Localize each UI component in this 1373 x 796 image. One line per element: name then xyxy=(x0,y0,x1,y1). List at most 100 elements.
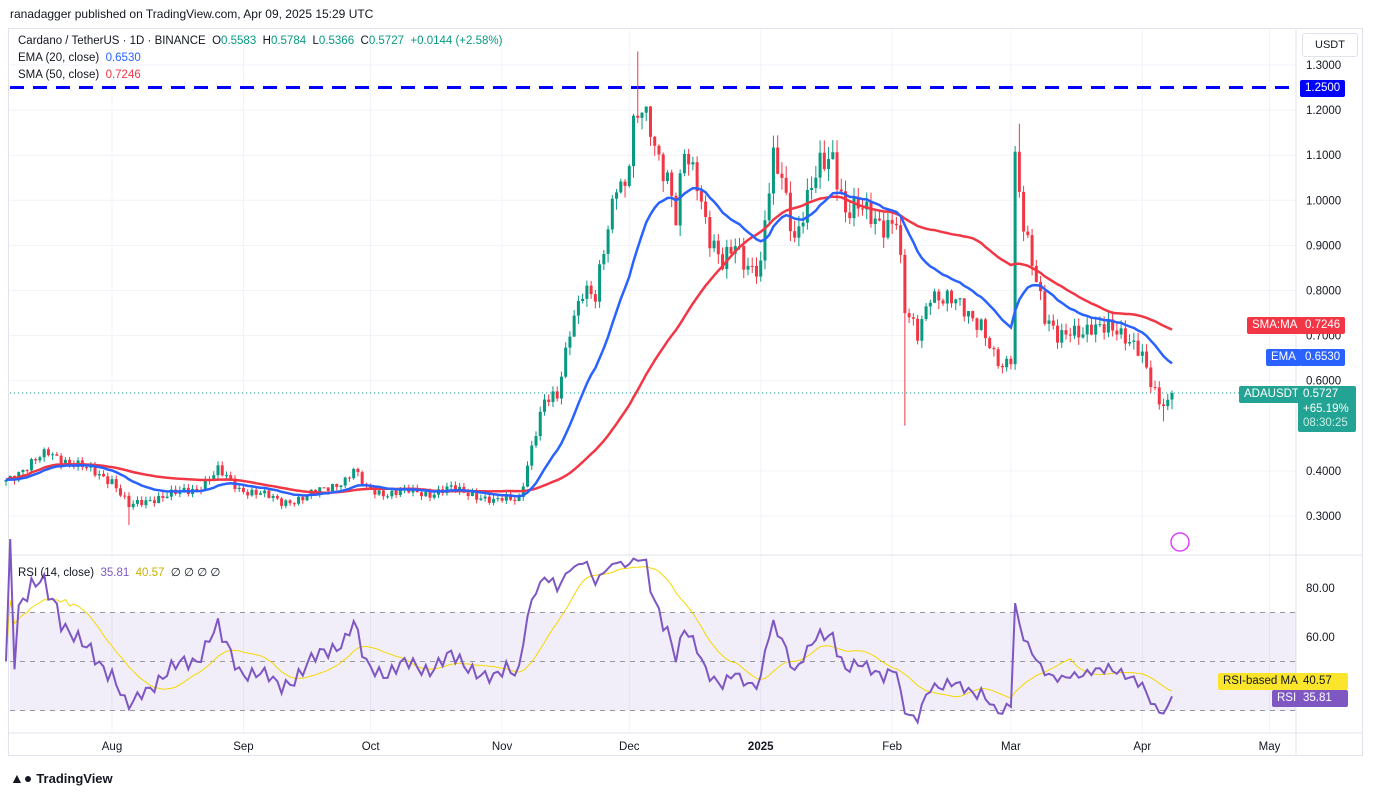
currency-button[interactable]: USDT xyxy=(1302,33,1358,57)
candle-body xyxy=(839,189,843,192)
tradingview-logo[interactable]: ▲● TradingView xyxy=(10,770,113,786)
candle-body xyxy=(1106,319,1110,333)
high-value: 0.5784 xyxy=(270,35,307,47)
candle-body xyxy=(55,454,59,456)
candle-body xyxy=(924,306,928,320)
candle-body xyxy=(687,153,691,165)
candle-body xyxy=(1094,324,1098,335)
ema-label: EMA (20, close) xyxy=(18,52,100,64)
candle-body xyxy=(856,197,860,209)
candle-body xyxy=(797,226,801,238)
candle-body xyxy=(653,136,657,146)
candle-body xyxy=(627,166,631,186)
candle-body xyxy=(852,197,856,219)
candle-body xyxy=(1145,351,1149,368)
candle-body xyxy=(1170,393,1174,400)
candle-body xyxy=(1111,319,1115,331)
candle-body xyxy=(1077,325,1081,338)
candle-body xyxy=(665,172,669,182)
time-axis-label: 2025 xyxy=(748,741,774,753)
candle-body xyxy=(182,487,186,491)
candle-body xyxy=(1153,386,1157,388)
low-label: L xyxy=(312,35,319,47)
candle-body xyxy=(267,490,271,498)
time-axis-label: Nov xyxy=(492,741,513,753)
candle-body xyxy=(886,220,890,238)
candle-body xyxy=(339,485,343,488)
candle-body xyxy=(928,302,932,307)
candle-body xyxy=(1128,341,1132,344)
candle-body xyxy=(38,457,42,461)
candle-body xyxy=(767,193,771,221)
rsi-value: 35.81 xyxy=(100,567,130,579)
candle-body xyxy=(848,212,852,219)
candle-body xyxy=(1005,358,1009,368)
candle-body xyxy=(420,492,424,497)
candle-body xyxy=(903,254,907,314)
price-axis-label: 0.8000 xyxy=(1306,286,1341,298)
rsi-legend[interactable]: RSI (14, close) 35.81 40.57 ∅ ∅ ∅ ∅ xyxy=(18,565,220,579)
candle-body xyxy=(572,315,576,337)
candle-body xyxy=(97,473,101,476)
candle-body xyxy=(1098,324,1102,326)
candle-body xyxy=(1072,325,1076,336)
candle-body xyxy=(140,500,144,506)
candle-body xyxy=(890,220,894,224)
candle-body xyxy=(873,218,877,225)
candle-body xyxy=(250,489,254,496)
candle-body xyxy=(568,336,572,348)
candle-body xyxy=(25,470,29,472)
candle-body xyxy=(907,313,911,318)
candle-body xyxy=(496,498,500,500)
candle-body xyxy=(729,246,733,254)
sma-price-tag: 0.7246 xyxy=(1300,317,1346,334)
ema-legend[interactable]: EMA (20, close) 0.6530 xyxy=(18,52,141,64)
change-percent: +65.19% xyxy=(1303,402,1349,415)
time-axis-label: May xyxy=(1259,741,1281,753)
candle-body xyxy=(551,391,555,403)
rsi-axis-label: 60.00 xyxy=(1306,632,1335,644)
candle-body xyxy=(818,152,822,178)
candle-body xyxy=(29,459,33,471)
candle-body xyxy=(161,495,165,498)
sma-legend[interactable]: SMA (50, close) 0.7246 xyxy=(18,69,141,81)
candle-body xyxy=(1022,191,1026,232)
candle-body xyxy=(725,246,729,270)
candle-body xyxy=(788,192,792,232)
candle-body xyxy=(1136,340,1140,356)
candle-body xyxy=(63,459,67,465)
candle-body xyxy=(432,494,436,498)
candle-body xyxy=(865,201,869,210)
candle-body xyxy=(110,479,114,485)
level-price-tag: 1.2500 xyxy=(1300,80,1346,97)
candle-body xyxy=(1068,334,1072,336)
price-axis-label: 1.2000 xyxy=(1306,105,1341,117)
candle-body xyxy=(301,496,305,501)
candle-body xyxy=(877,218,881,221)
candle-body xyxy=(470,492,474,496)
time-axis-label: Dec xyxy=(619,741,640,753)
candle-body xyxy=(360,472,364,485)
chart-frame xyxy=(8,28,1363,756)
candle-body xyxy=(555,391,559,399)
candle-body xyxy=(585,285,589,299)
candle-body xyxy=(699,191,703,202)
candle-body xyxy=(678,173,682,226)
candle-body xyxy=(21,470,25,473)
candle-body xyxy=(381,490,385,497)
rsi-axis-label: 80.00 xyxy=(1306,583,1335,595)
candle-body xyxy=(1166,399,1170,407)
candle-body xyxy=(229,475,233,479)
candle-body xyxy=(377,490,381,495)
open-value: 0.5583 xyxy=(221,35,257,47)
candle-body xyxy=(42,449,46,458)
candle-body xyxy=(322,487,326,489)
candle-body xyxy=(1123,328,1127,344)
candle-body xyxy=(297,496,301,504)
candle-body xyxy=(780,173,784,178)
candle-body xyxy=(169,489,173,497)
candle-body xyxy=(844,191,848,213)
candle-body xyxy=(1115,330,1119,335)
candle-body xyxy=(1043,291,1047,324)
